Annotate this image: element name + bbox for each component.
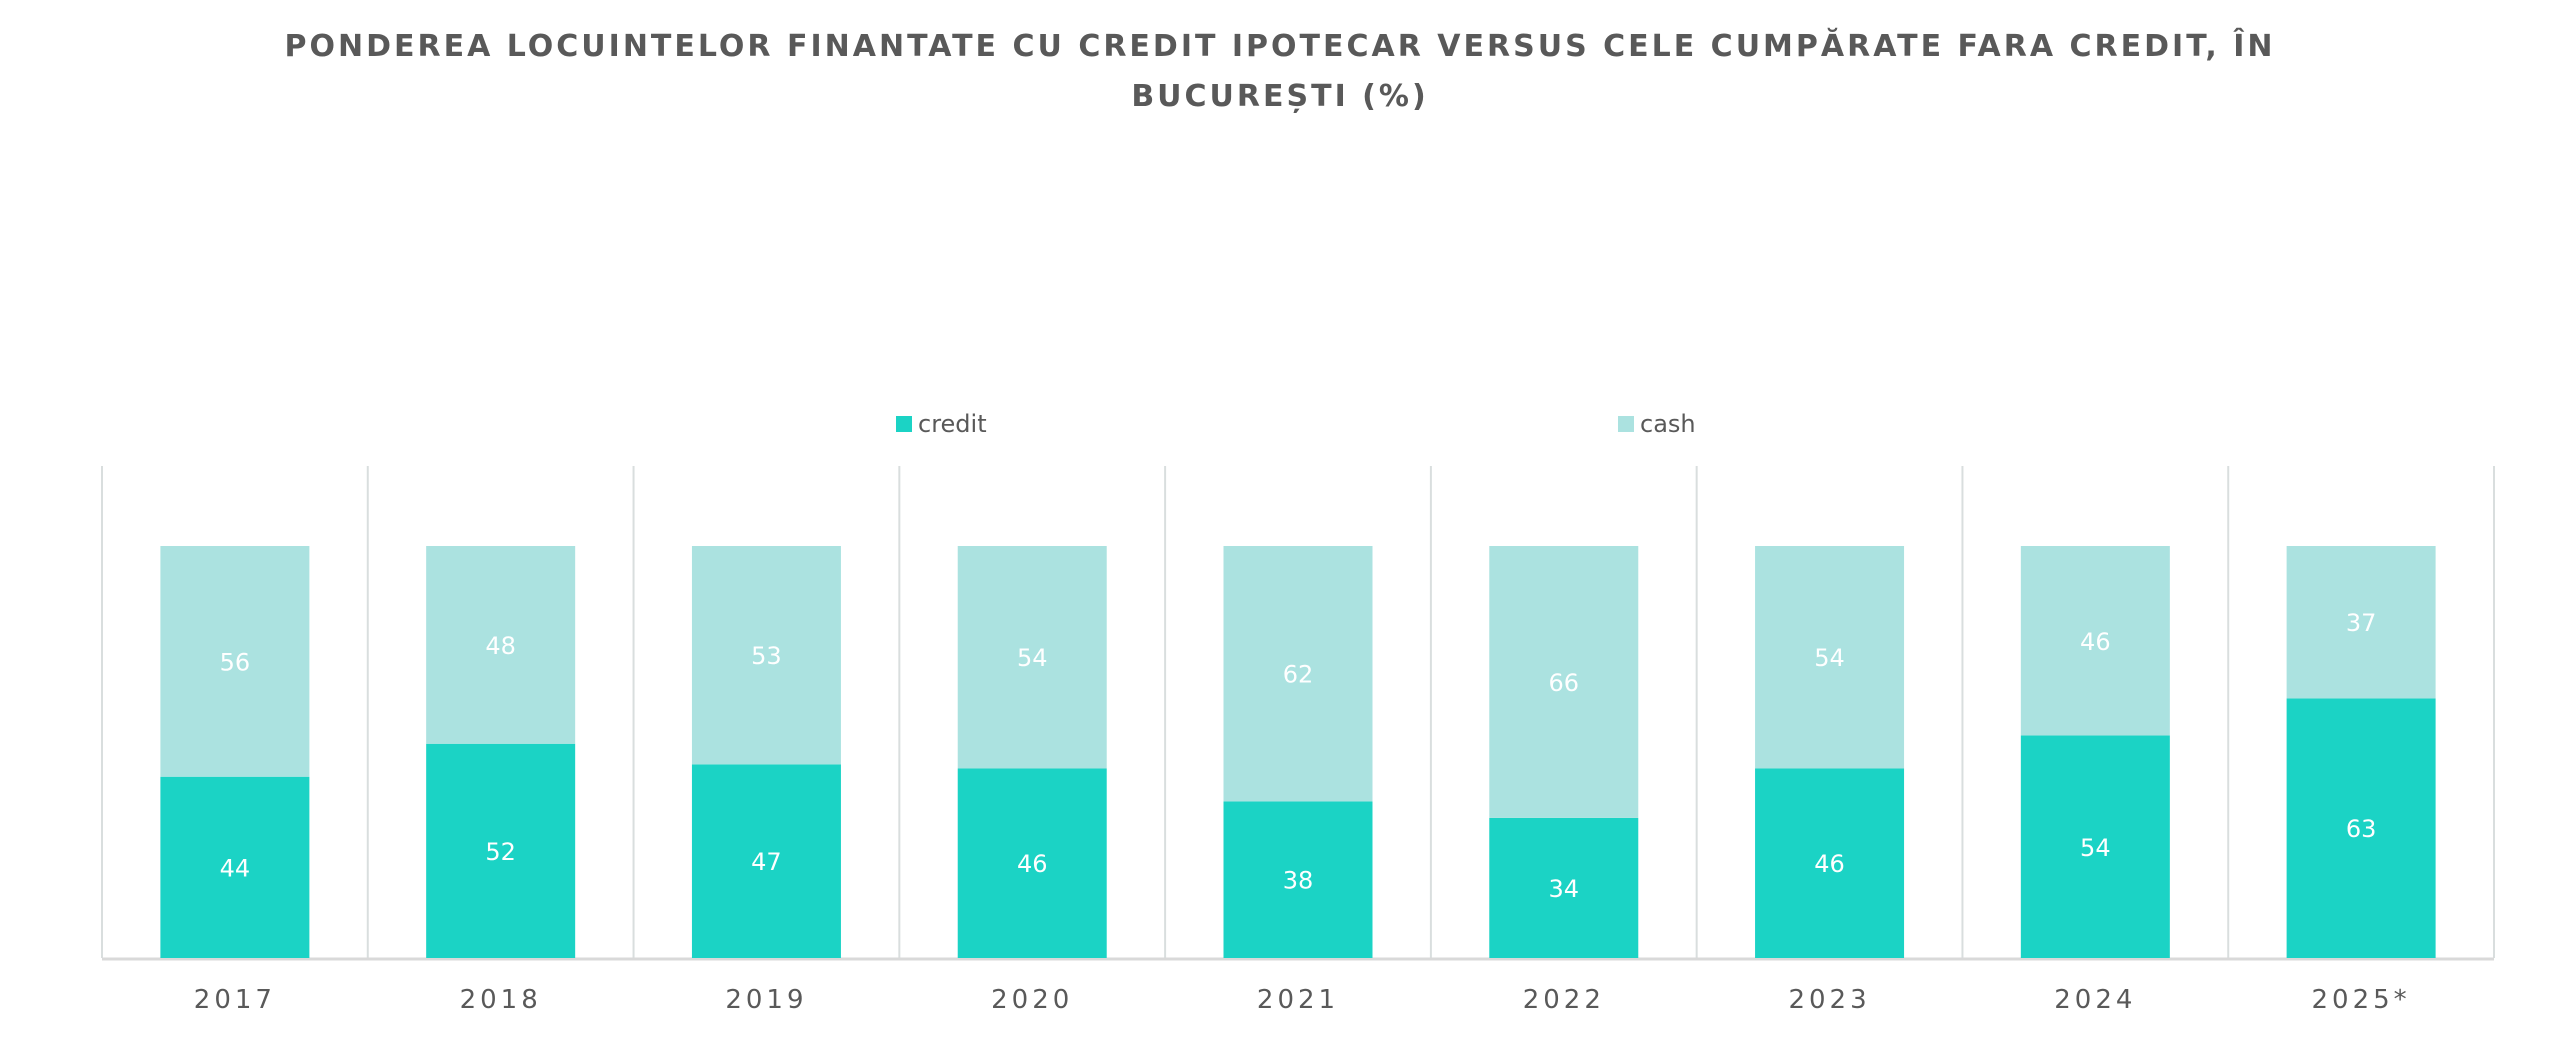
data-label-cash-2022: 66 bbox=[1549, 669, 1580, 697]
x-tick-label: 2022 bbox=[1523, 985, 1605, 1015]
data-label-cash-2020: 54 bbox=[1017, 644, 1048, 672]
legend-label-cash: cash bbox=[1640, 410, 1696, 438]
data-label-cash-2021: 62 bbox=[1283, 661, 1314, 689]
data-label-credit-2024: 54 bbox=[2080, 834, 2111, 862]
x-tick-label: 2025* bbox=[2312, 985, 2411, 1015]
bar-credit-2018 bbox=[426, 743, 576, 958]
data-label-cash-2023: 54 bbox=[1814, 644, 1845, 672]
data-label-credit-2021: 38 bbox=[1283, 867, 1314, 895]
bar-cash-2024 bbox=[2020, 546, 2170, 736]
x-tick-label: 2017 bbox=[194, 985, 276, 1015]
x-tick-label: 2019 bbox=[725, 985, 807, 1015]
data-label-credit-2025*: 63 bbox=[2346, 815, 2377, 843]
data-label-credit-2023: 46 bbox=[1814, 850, 1845, 878]
data-label-credit-2022: 34 bbox=[1549, 875, 1580, 903]
bar-cash-2017 bbox=[160, 546, 310, 777]
bar-cash-2023 bbox=[1755, 546, 1905, 769]
bar-cash-2019 bbox=[691, 546, 841, 765]
bar-cash-2022 bbox=[1489, 546, 1639, 818]
bar-credit-2022 bbox=[1489, 817, 1639, 958]
chart-title: PONDEREA LOCUINTELOR FINANTATE CU CREDIT… bbox=[284, 29, 2276, 114]
legend-label-credit: credit bbox=[918, 410, 987, 438]
bar-credit-2021 bbox=[1223, 801, 1373, 958]
bar-cash-2020 bbox=[957, 546, 1107, 769]
data-label-credit-2020: 46 bbox=[1017, 850, 1048, 878]
bar-cash-2021 bbox=[1223, 546, 1373, 802]
bar-cash-2025* bbox=[2286, 546, 2436, 699]
data-label-credit-2018: 52 bbox=[485, 838, 516, 866]
bar-credit-2023 bbox=[1755, 768, 1905, 958]
data-label-cash-2018: 48 bbox=[485, 632, 516, 660]
legend-item-cash: cash bbox=[1618, 410, 1696, 438]
data-label-credit-2019: 47 bbox=[751, 848, 782, 876]
data-label-cash-2025*: 37 bbox=[2346, 609, 2377, 637]
x-tick-label: 2023 bbox=[1788, 985, 1870, 1015]
x-tick-label: 2021 bbox=[1257, 985, 1339, 1015]
bar-cash-2018 bbox=[426, 546, 576, 744]
data-label-cash-2019: 53 bbox=[751, 642, 782, 670]
legend-item-credit: credit bbox=[896, 410, 987, 438]
data-label-credit-2017: 44 bbox=[220, 854, 251, 882]
bar-credit-2017 bbox=[160, 776, 310, 958]
legend-swatch-cash bbox=[1618, 416, 1634, 432]
legend-swatch-credit bbox=[896, 416, 912, 432]
bar-credit-2020 bbox=[957, 768, 1107, 958]
data-label-cash-2017: 56 bbox=[220, 648, 251, 676]
x-tick-label: 2018 bbox=[460, 985, 542, 1015]
bar-credit-2024 bbox=[2020, 735, 2170, 958]
bar-credit-2019 bbox=[691, 764, 841, 958]
bar-credit-2025* bbox=[2286, 698, 2436, 958]
x-tick-label: 2020 bbox=[991, 985, 1073, 1015]
x-tick-label: 2024 bbox=[2054, 985, 2136, 1015]
data-label-cash-2024: 46 bbox=[2080, 628, 2111, 656]
